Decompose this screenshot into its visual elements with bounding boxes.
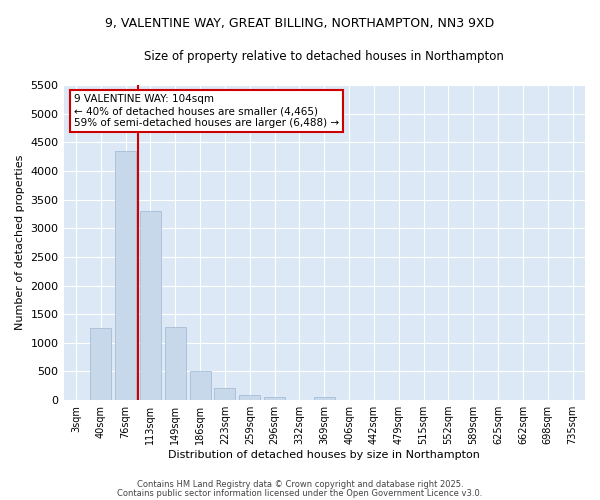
Bar	[239, 395, 260, 400]
Bar	[115, 151, 136, 400]
Text: Contains public sector information licensed under the Open Government Licence v3: Contains public sector information licen…	[118, 488, 482, 498]
Bar	[165, 328, 186, 400]
Text: 9 VALENTINE WAY: 104sqm
← 40% of detached houses are smaller (4,465)
59% of semi: 9 VALENTINE WAY: 104sqm ← 40% of detache…	[74, 94, 339, 128]
Bar	[190, 372, 211, 400]
Bar	[140, 211, 161, 400]
Text: 9, VALENTINE WAY, GREAT BILLING, NORTHAMPTON, NN3 9XD: 9, VALENTINE WAY, GREAT BILLING, NORTHAM…	[106, 18, 494, 30]
Y-axis label: Number of detached properties: Number of detached properties	[15, 155, 25, 330]
X-axis label: Distribution of detached houses by size in Northampton: Distribution of detached houses by size …	[169, 450, 480, 460]
Bar	[264, 397, 285, 400]
Bar	[90, 328, 112, 400]
Bar	[314, 397, 335, 400]
Text: Contains HM Land Registry data © Crown copyright and database right 2025.: Contains HM Land Registry data © Crown c…	[137, 480, 463, 489]
Bar	[214, 388, 235, 400]
Title: Size of property relative to detached houses in Northampton: Size of property relative to detached ho…	[145, 50, 504, 63]
